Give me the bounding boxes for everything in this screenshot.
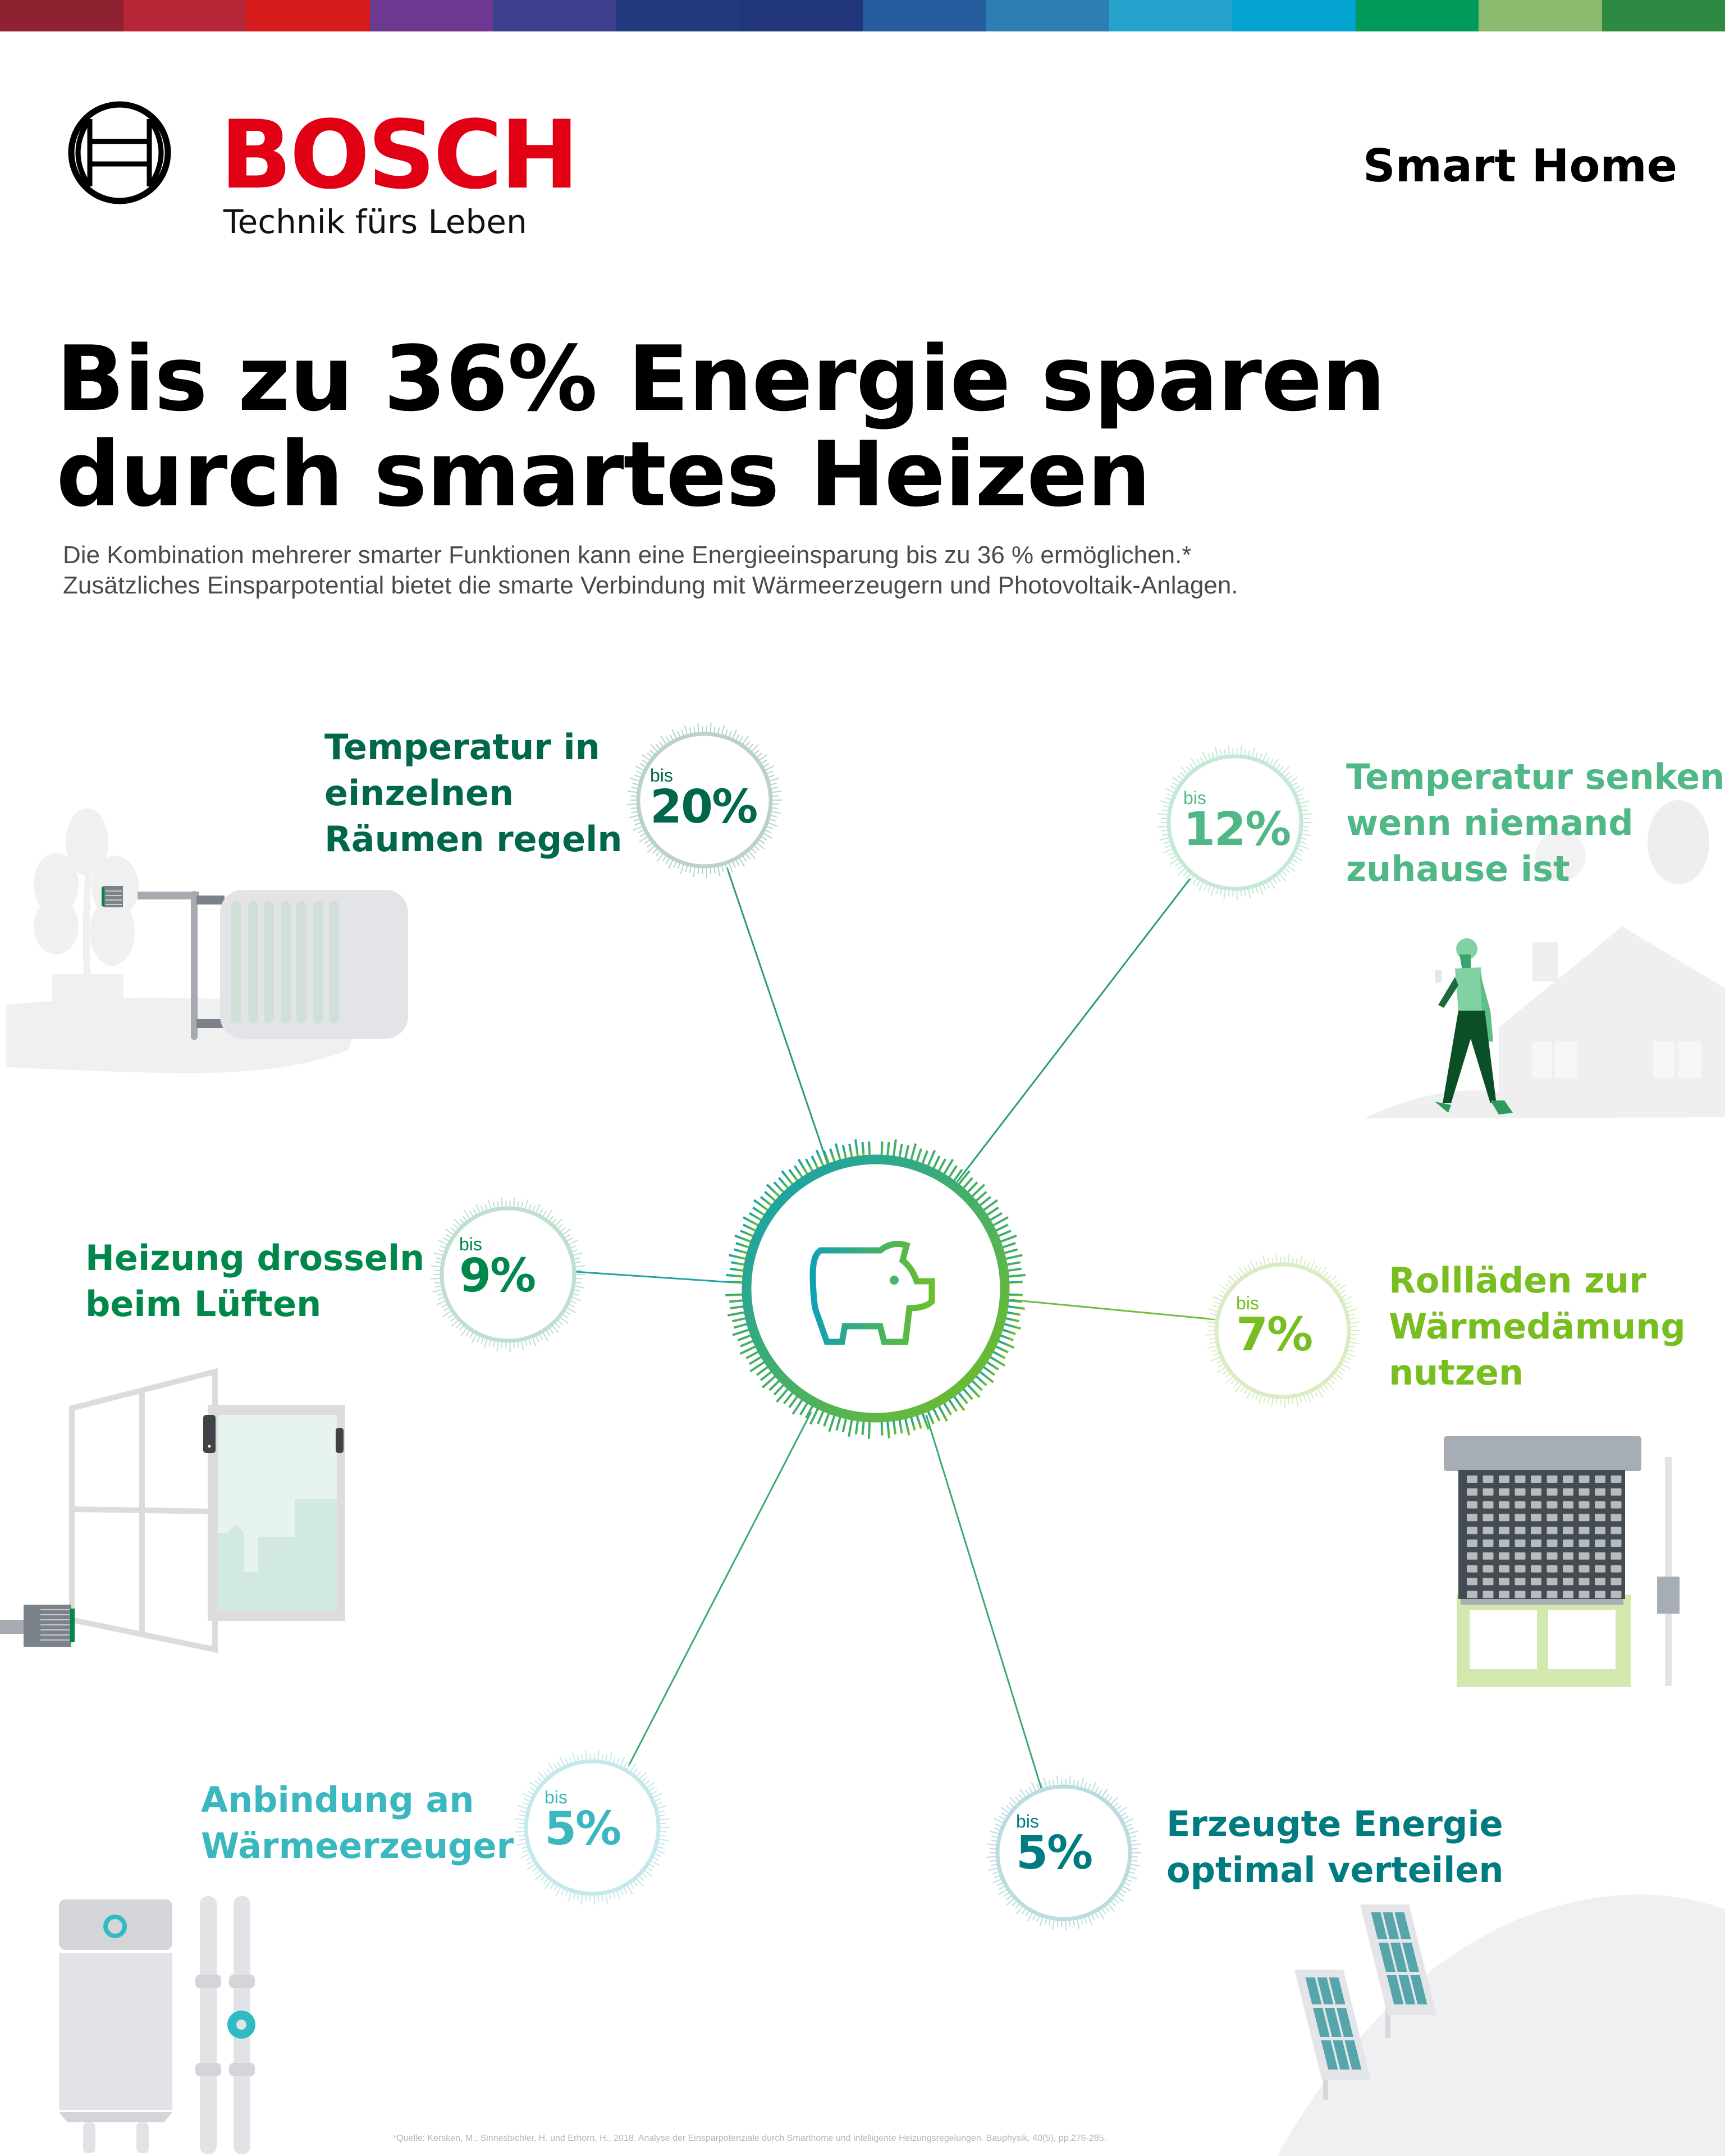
feature-label-pv: Erzeugte Energie optimal verteilen xyxy=(1166,1801,1504,1893)
bis-label: bis xyxy=(459,1234,482,1254)
color-bar-segment xyxy=(1232,0,1356,31)
feature-label-ventilate: Heizung drosseln beim Lüften xyxy=(85,1235,424,1327)
feature-label-rooms: Temperatur in einzelnen Räumen regeln xyxy=(324,724,623,862)
color-bar-segment xyxy=(862,0,986,31)
walking-person-house-illustration xyxy=(1364,800,1725,1118)
savings-badge-pv: bis 5% xyxy=(1016,1811,1093,1880)
color-bar-segment xyxy=(0,0,123,31)
savings-value: 20% xyxy=(650,780,758,834)
savings-ring xyxy=(627,723,782,878)
headline-line-1: Bis zu 36% Energie sparen xyxy=(56,326,1385,431)
piggy-bank-icon xyxy=(809,1241,935,1345)
page-subtitle: Die Kombination mehrerer smarter Funktio… xyxy=(63,540,1238,601)
feature-label-line: Heizung drosseln xyxy=(85,1237,425,1278)
open-window-illustration xyxy=(0,1368,345,1653)
savings-ring xyxy=(986,1775,1141,1930)
savings-value: 12% xyxy=(1183,803,1291,856)
savings-badge-shutters: bis 7% xyxy=(1236,1293,1313,1362)
color-bar-segment xyxy=(986,0,1109,31)
headline-line-2: durch smartes Heizen xyxy=(56,422,1151,527)
feature-label-line: Erzeugte Energie xyxy=(1166,1803,1503,1844)
feature-label-line: Wärmedämung xyxy=(1389,1306,1686,1347)
feature-label-line: Temperatur senken xyxy=(1346,756,1725,797)
feature-label-line: Rollläden zur xyxy=(1389,1260,1646,1301)
color-bar-segment xyxy=(1109,0,1232,31)
central-savings-ring xyxy=(725,1138,1026,1439)
feature-label-line: beim Lüften xyxy=(85,1283,322,1324)
color-bar-segment xyxy=(1355,0,1479,31)
savings-badge-ventilate: bis 9% xyxy=(459,1234,536,1303)
feature-label-away: Temperatur senken wenn niemand zuhause i… xyxy=(1346,754,1724,892)
color-bar-segment xyxy=(123,0,246,31)
savings-ring xyxy=(515,1750,670,1905)
color-bar-segment xyxy=(493,0,616,31)
color-bar-segment xyxy=(739,0,863,31)
bis-label: bis xyxy=(1236,1293,1259,1313)
color-bar-segment xyxy=(369,0,493,31)
savings-value: 7% xyxy=(1236,1308,1313,1362)
subtitle-line-2: Zusätzliches Einsparpotential bietet die… xyxy=(63,572,1238,599)
color-bar-segment xyxy=(616,0,739,31)
feature-label-line: optimal verteilen xyxy=(1166,1849,1504,1890)
savings-value: 5% xyxy=(1016,1826,1093,1880)
brand-color-bar xyxy=(0,0,1725,31)
savings-badge-rooms: bis 20% xyxy=(650,765,758,834)
color-bar-segment xyxy=(246,0,370,31)
savings-ring xyxy=(431,1197,585,1352)
bis-label: bis xyxy=(1016,1811,1039,1831)
color-bar-segment xyxy=(1479,0,1602,31)
section-title: Smart Home xyxy=(1363,140,1678,192)
bosch-armature-logo-icon xyxy=(68,101,171,204)
brand-tagline: Technik fürs Leben xyxy=(223,203,527,241)
savings-ring xyxy=(1205,1253,1360,1408)
page-headline: Bis zu 36% Energie sparen durch smartes … xyxy=(56,331,1385,522)
connector-lines xyxy=(575,867,1216,1789)
heat-generator-illustration xyxy=(59,1896,255,2154)
color-bar-segment xyxy=(1602,0,1725,31)
roller-shutter-illustration xyxy=(1444,1436,1680,1687)
subtitle-line-1: Die Kombination mehrerer smarter Funktio… xyxy=(63,541,1192,569)
radiator-illustration xyxy=(6,808,408,1074)
feature-label-line: nutzen xyxy=(1389,1352,1524,1393)
feature-label-line: wenn niemand xyxy=(1346,802,1634,843)
solar-panels-illustration xyxy=(1277,1894,1725,2156)
bis-label: bis xyxy=(1183,788,1206,808)
feature-label-generator: Anbindung an Wärmeerzeuger xyxy=(201,1777,514,1869)
feature-label-shutters: Rollläden zur Wärmedämung nutzen xyxy=(1389,1258,1686,1396)
savings-badge-away: bis 12% xyxy=(1183,788,1291,856)
bis-label: bis xyxy=(545,1787,568,1807)
feature-label-line: zuhause ist xyxy=(1346,848,1570,889)
savings-value: 9% xyxy=(459,1249,536,1303)
feature-label-line: Anbindung an xyxy=(201,1779,474,1820)
source-footnote: *Quelle: Kersken, M., Sinnesbichler, H. … xyxy=(393,2134,1106,2143)
savings-value: 5% xyxy=(545,1802,621,1856)
bis-label: bis xyxy=(650,765,673,785)
feature-label-line: einzelnen xyxy=(324,773,514,814)
feature-label-line: Räumen regeln xyxy=(324,819,623,860)
feature-label-line: Wärmeerzeuger xyxy=(201,1825,514,1866)
savings-ring xyxy=(1157,745,1312,900)
bosch-wordmark: BOSCH xyxy=(220,100,579,210)
feature-label-line: Temperatur in xyxy=(324,727,600,768)
savings-badge-generator: bis 5% xyxy=(545,1787,621,1856)
